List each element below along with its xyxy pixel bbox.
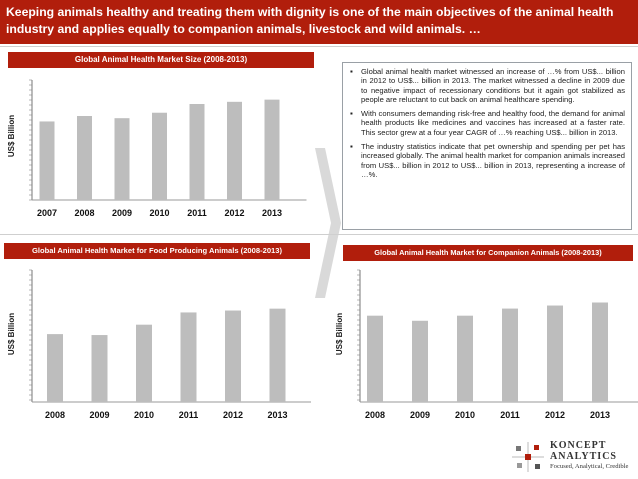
bar: [152, 112, 167, 200]
x-tick-label: 2009: [112, 208, 132, 218]
chart-1-title: Global Animal Health Market Size (2008-2…: [8, 52, 314, 68]
y-axis-label: US$ Billion: [335, 313, 344, 355]
insight-bullet: ▪ With consumers demanding risk-free and …: [350, 109, 625, 137]
company-logo: KONCEPT ANALYTICS Focused, Analytical, C…: [510, 440, 630, 474]
x-tick-label: 2012: [223, 410, 243, 420]
chart-3-companion-animals: US$ Billion 2008 2009 2010 2011 2012 2013: [335, 269, 638, 420]
header-bar: Keeping animals healthy and treating the…: [0, 0, 638, 44]
x-tick-label: 2007: [37, 208, 57, 218]
bar: [114, 118, 130, 200]
chart-1-market-size: US$ Billion 2007 2008 2009 2010 2011 2012 2013: [7, 79, 307, 218]
y-axis-label: US$ Billion: [7, 115, 16, 157]
chart-3-title: Global Animal Health Market for Companio…: [343, 245, 633, 261]
x-tick-label: 2012: [545, 410, 565, 420]
bullet-icon: ▪: [350, 142, 353, 152]
chart-2-title: Global Animal Health Market for Food Pro…: [4, 243, 310, 259]
x-tick-label: 2009: [89, 410, 109, 420]
x-tick-label: 2013: [590, 410, 610, 420]
insight-bullet: ▪ Global animal health market witnessed a…: [350, 67, 625, 104]
bar: [412, 320, 428, 402]
x-tick-label: 2012: [224, 208, 244, 218]
bar: [264, 99, 280, 200]
divider: [0, 234, 638, 235]
arrow-right-icon: [315, 148, 341, 298]
page-title: Keeping animals healthy and treating the…: [6, 5, 614, 36]
bar: [547, 305, 563, 402]
logo-name-line2: ANALYTICS: [550, 451, 617, 462]
x-tick-label: 2013: [262, 208, 282, 218]
bar: [592, 302, 608, 402]
x-tick-label: 2008: [45, 410, 65, 420]
bar: [39, 121, 55, 200]
insight-bullet: ▪ The industry statistics indicate that p…: [350, 142, 625, 179]
x-tick-label: 2010: [455, 410, 475, 420]
y-axis-label: US$ Billion: [7, 313, 16, 355]
bar: [91, 335, 108, 402]
bar: [502, 308, 518, 402]
x-tick-label: 2011: [187, 208, 207, 218]
bullet-icon: ▪: [350, 109, 353, 119]
x-tick-label: 2008: [365, 410, 385, 420]
logo-name-line1: KONCEPT: [550, 440, 607, 451]
x-tick-label: 2011: [179, 410, 199, 420]
x-tick-label: 2013: [267, 410, 287, 420]
divider: [0, 46, 638, 47]
bar: [189, 104, 205, 200]
bar: [136, 324, 152, 402]
bullet-icon: ▪: [350, 67, 353, 76]
x-tick-label: 2010: [134, 410, 154, 420]
x-tick-label: 2010: [149, 208, 169, 218]
x-tick-label: 2011: [500, 410, 520, 420]
logo-tagline: Focused, Analytical, Credible: [550, 463, 629, 470]
x-tick-label: 2009: [410, 410, 430, 420]
x-tick-label: 2008: [74, 208, 94, 218]
bar: [47, 334, 63, 402]
bar: [227, 101, 242, 200]
bar: [225, 310, 241, 402]
bar: [269, 308, 286, 402]
logo-mark-icon: [512, 442, 544, 472]
chart-2-food-animals: US$ Billion 2008 2009 2010 2011 2012 2013: [7, 269, 311, 420]
bar: [457, 315, 473, 402]
insights-box: ▪ Global animal health market witnessed a…: [342, 62, 632, 230]
bar: [367, 315, 383, 402]
bar: [180, 312, 197, 402]
bar: [77, 116, 92, 200]
